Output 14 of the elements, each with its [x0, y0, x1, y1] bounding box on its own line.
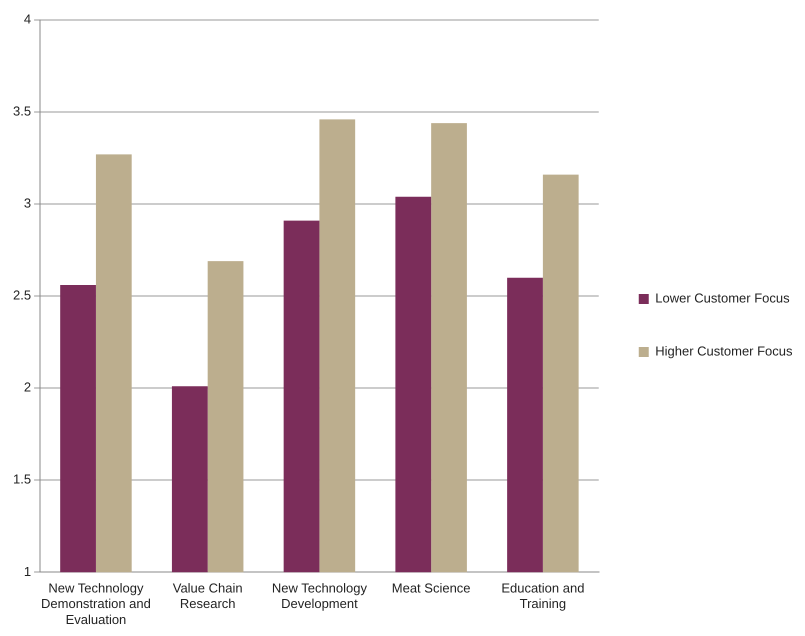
- x-tick-label: New Technology Development: [272, 580, 368, 612]
- x-tick-label: New Technology Demonstration and Evaluation: [41, 580, 151, 627]
- legend-label: Lower Customer Focus: [655, 290, 790, 306]
- x-tick-label: Value Chain Research: [172, 580, 243, 612]
- y-tick-label: 3: [24, 196, 32, 211]
- y-tick-label: 2.5: [12, 288, 32, 303]
- y-tick-label: 4: [24, 12, 32, 27]
- legend-label: Higher Customer Focus: [655, 344, 794, 359]
- y-tick-label: 2: [24, 380, 32, 395]
- x-tick-label: Education and Training: [501, 580, 584, 612]
- y-tick-label: 1.5: [12, 472, 32, 487]
- y-tick-label: 3.5: [12, 104, 32, 119]
- y-tick-label: 1: [24, 564, 32, 579]
- x-tick-label: Meat Science: [392, 580, 471, 596]
